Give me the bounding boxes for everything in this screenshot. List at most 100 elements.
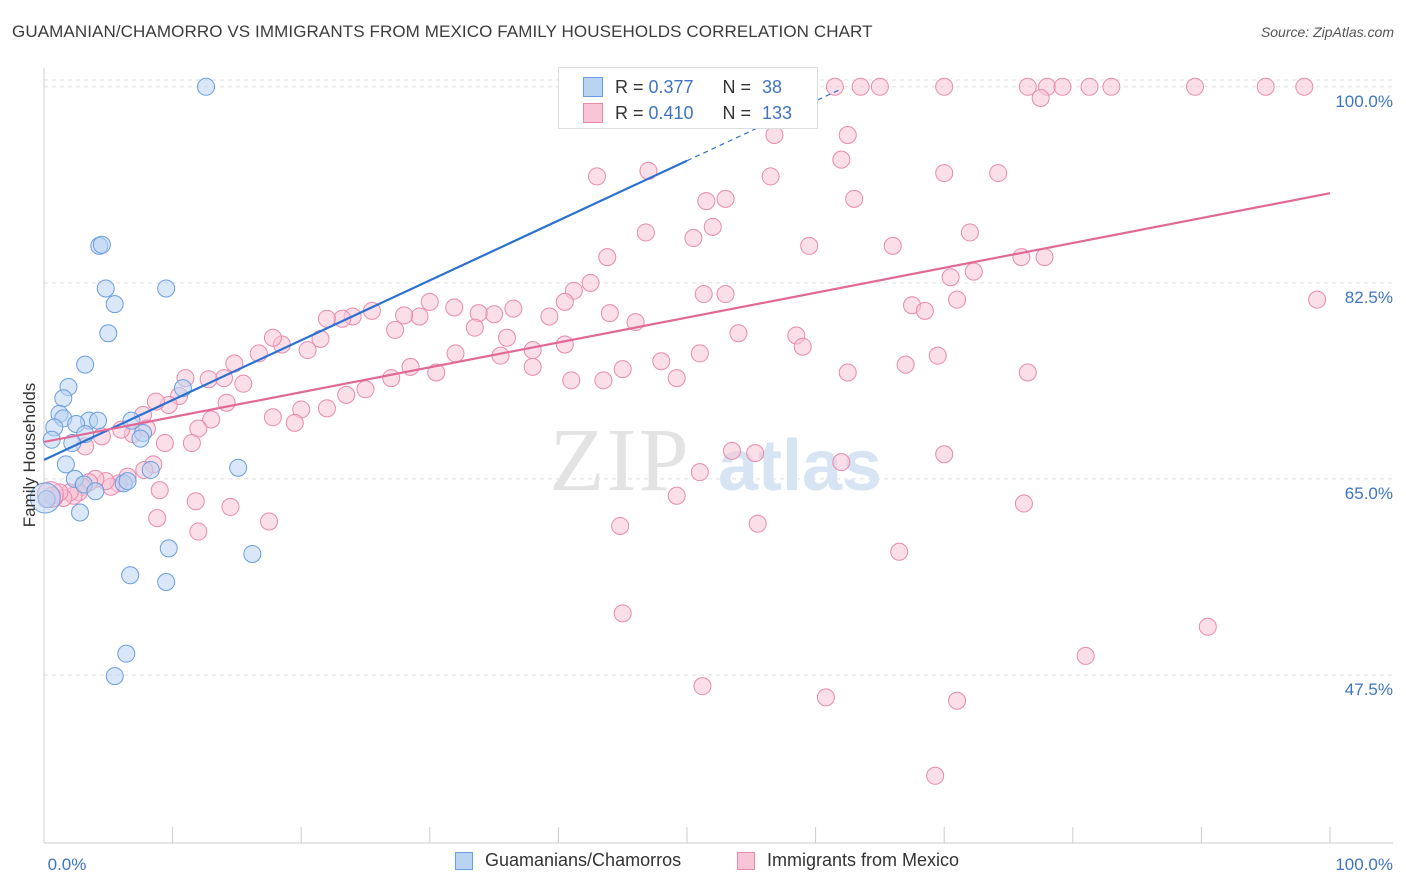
data-point-mexico <box>337 385 356 404</box>
data-point-mexico <box>504 299 523 318</box>
data-point-mexico <box>263 328 282 347</box>
data-point-mexico <box>420 292 439 311</box>
data-point-mexico <box>832 150 851 169</box>
tick-label-layer: 47.5% 65.0% 82.5% 100.0% 0.0% 100.0% <box>48 92 1393 874</box>
r-label: R = <box>615 102 649 123</box>
data-point-guamanian <box>86 482 105 501</box>
axis-layer <box>43 68 1393 844</box>
data-point-mexico <box>148 509 167 528</box>
data-point-guamanian <box>89 411 108 430</box>
data-point-guamanian <box>56 455 75 474</box>
legend-item-guamanians[interactable]: Guamanians/Chamorros <box>455 850 681 871</box>
data-point-mexico <box>356 380 375 399</box>
r-label: R = <box>615 76 649 97</box>
data-point-mexico <box>395 306 414 325</box>
data-point-mexico <box>652 352 671 371</box>
data-point-mexico <box>317 399 336 418</box>
y-tick-label: 82.5% <box>1345 288 1393 307</box>
data-point-mexico <box>410 307 429 326</box>
data-point-guamanian <box>141 460 160 479</box>
data-point-mexico <box>926 766 945 785</box>
data-point-mexico <box>915 301 934 320</box>
legend-swatch-pink <box>737 851 755 870</box>
data-point-guamanian <box>105 667 124 686</box>
source-label: Source: ZipAtlas.com <box>1260 24 1394 40</box>
data-point-mexico <box>186 492 205 511</box>
data-point-mexico <box>555 335 574 354</box>
trend-line-mexico <box>43 192 1331 444</box>
data-point-mexico <box>935 164 954 183</box>
data-point-mexico <box>690 344 709 363</box>
data-point-mexico <box>941 268 960 287</box>
data-point-mexico <box>202 410 221 429</box>
data-point-mexico <box>964 262 983 281</box>
data-point-mexico <box>729 324 748 343</box>
data-point-mexico <box>1295 77 1314 96</box>
data-point-mexico <box>221 497 240 516</box>
stats-legend-row-pink: R = 0.410 N = 133 <box>583 100 792 126</box>
data-point-mexico <box>890 542 909 561</box>
data-point-mexico <box>445 298 464 317</box>
data-point-guamanian <box>92 235 111 254</box>
legend-label-guamanians: Guamanians/Chamorros <box>485 850 682 870</box>
data-point-mexico <box>723 441 742 460</box>
data-point-mexico <box>594 371 613 390</box>
data-point-mexico <box>1076 646 1095 665</box>
watermark: ZIP atlas <box>550 411 883 510</box>
data-point-mexico <box>928 346 947 365</box>
data-point-mexico <box>1053 77 1072 96</box>
trend-layer <box>43 88 1331 461</box>
r-value-pink: 0.410 <box>648 102 694 123</box>
data-point-mexico <box>793 337 812 356</box>
data-point-mexico <box>765 125 784 144</box>
data-point-mexico <box>382 369 401 388</box>
data-point-mexico <box>693 677 712 696</box>
x-tick-label: 100.0% <box>1335 855 1393 874</box>
r-value-blue: 0.377 <box>648 76 694 97</box>
data-point-mexico <box>1031 89 1050 108</box>
data-point-mexico <box>1035 248 1054 267</box>
data-point-mexico <box>587 167 606 186</box>
data-point-mexico <box>690 463 709 482</box>
data-point-guamanian <box>229 458 248 477</box>
data-point-mexico <box>1102 77 1121 96</box>
legend-item-mexico[interactable]: Immigrants from Mexico <box>737 850 959 871</box>
data-point-mexico <box>386 320 405 339</box>
data-point-guamanian <box>197 77 216 96</box>
data-point-mexico <box>703 217 722 236</box>
data-point-mexico <box>845 189 864 208</box>
data-point-mexico <box>263 408 282 427</box>
data-point-mexico <box>800 236 819 255</box>
data-point-mexico <box>851 77 870 96</box>
data-point-mexico <box>948 691 967 710</box>
data-point-guamanian <box>243 544 262 563</box>
data-point-mexico <box>523 357 542 376</box>
data-point-mexico <box>1198 617 1217 636</box>
data-point-mexico <box>613 360 632 379</box>
data-point-mexico <box>870 77 889 96</box>
data-point-mexico <box>1256 77 1275 96</box>
data-point-mexico <box>613 604 632 623</box>
data-point-mexico <box>832 453 851 472</box>
y-axis-label: Family Households <box>20 382 39 528</box>
data-point-guamanian <box>96 279 115 298</box>
trend-line-guamanians <box>43 159 688 461</box>
data-point-mexico <box>465 318 484 337</box>
data-point-mexico <box>896 355 915 374</box>
y-tick-label: 65.0% <box>1345 484 1393 503</box>
x-tick-label: 0.0% <box>48 855 87 874</box>
data-point-mexico <box>948 290 967 309</box>
data-point-mexico <box>636 223 655 242</box>
data-point-mexico <box>523 341 542 360</box>
data-point-guamanian <box>121 566 140 585</box>
data-point-guamanian <box>118 472 137 491</box>
data-point-mexico <box>260 512 279 531</box>
y-tick-label: 47.5% <box>1345 680 1393 699</box>
data-point-guamanian <box>105 295 124 314</box>
data-point-mexico <box>540 307 559 326</box>
data-point-mexico <box>684 229 703 248</box>
watermark-atlas: atlas <box>718 426 882 506</box>
watermark-zip: ZIP <box>550 411 691 510</box>
stats-legend-row-blue: R = 0.377 N = 38 <box>583 74 782 100</box>
data-point-guamanian <box>99 324 118 343</box>
